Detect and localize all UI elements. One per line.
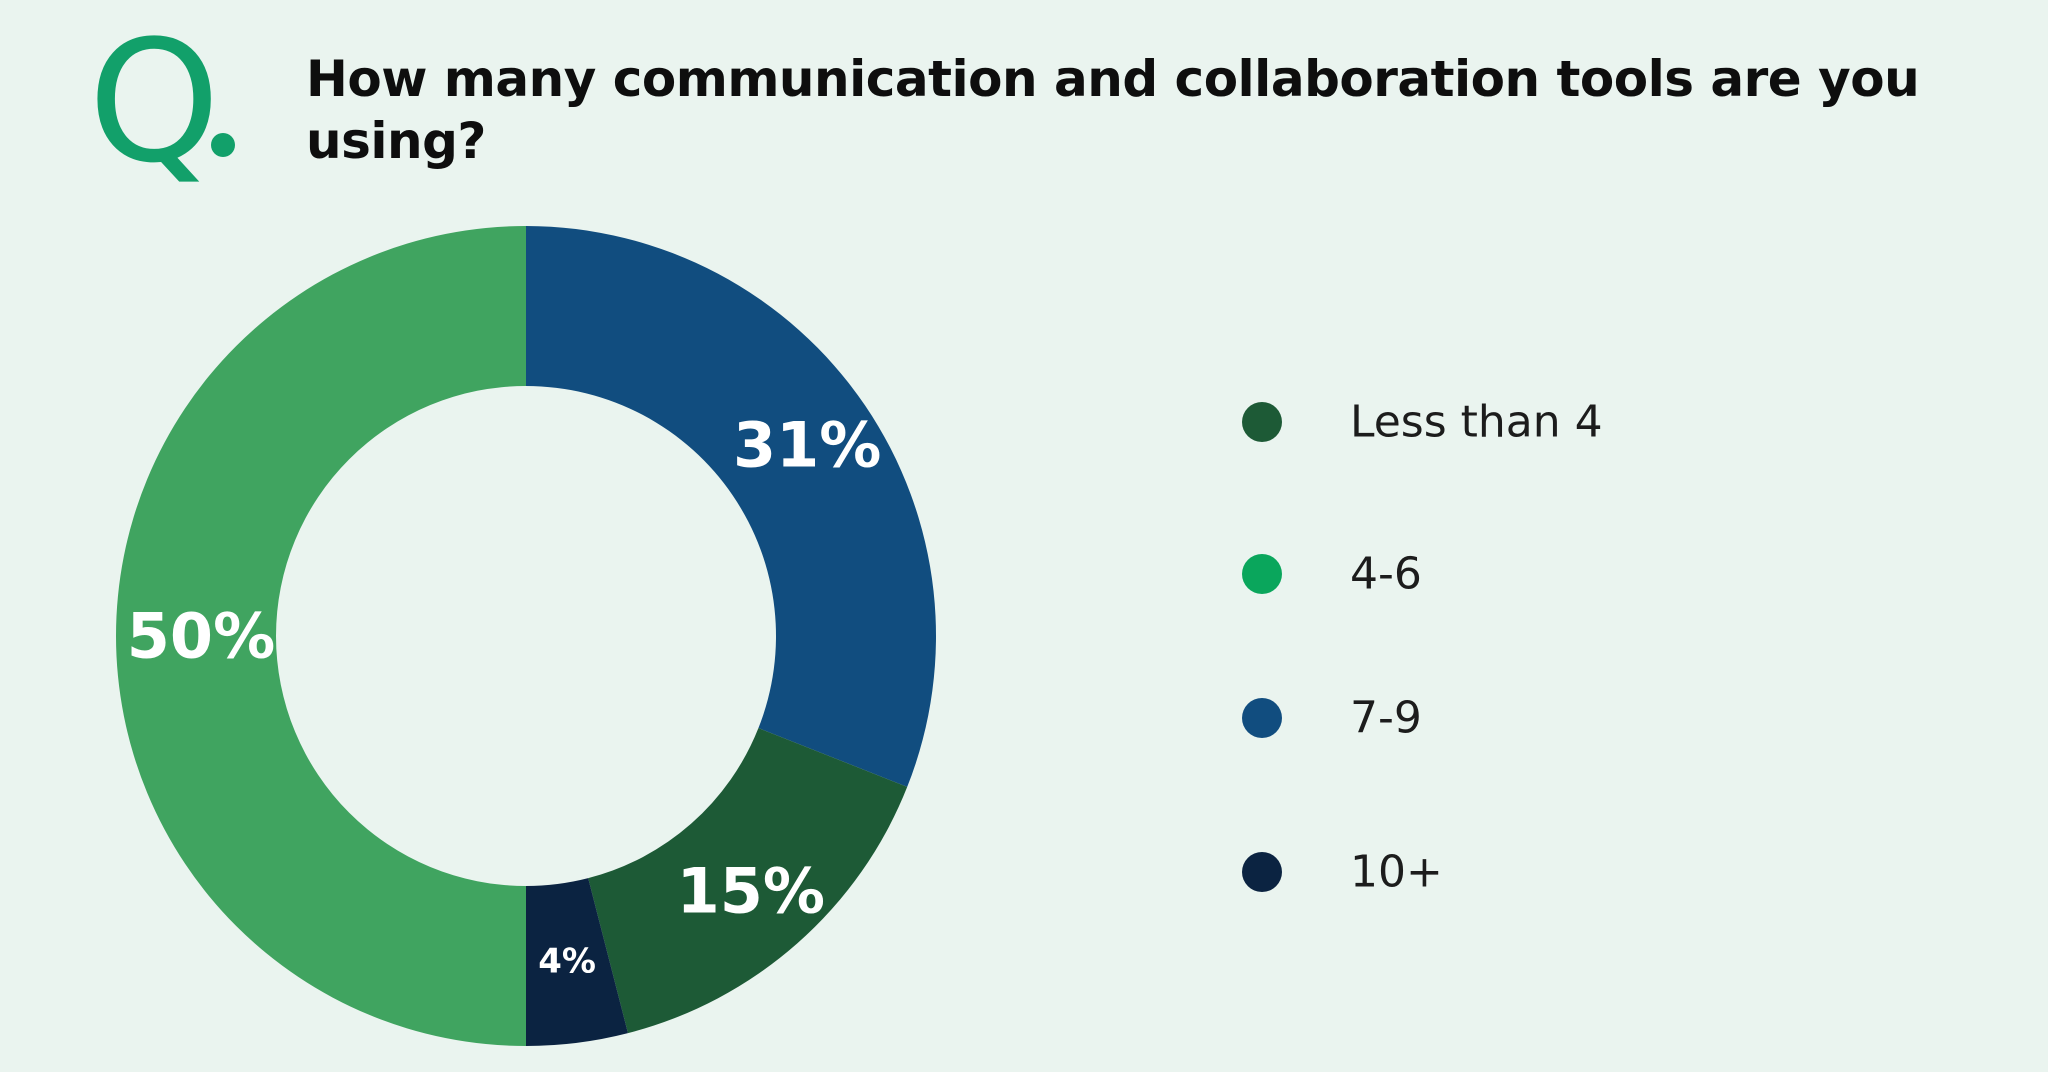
legend-swatch — [1242, 698, 1282, 738]
slice-label: 15% — [677, 855, 825, 928]
slice-7-9 — [526, 226, 937, 787]
legend-swatch — [1242, 402, 1282, 442]
slice-10 — [526, 878, 628, 1046]
legend-swatch — [1242, 554, 1282, 594]
legend-label: Less than 4 — [1350, 397, 1603, 448]
slice-less-than-4 — [588, 728, 908, 1034]
slice-label: 50% — [127, 600, 275, 673]
chart-title: How many communication and collaboration… — [306, 50, 1920, 170]
slice-label: 4% — [538, 941, 596, 981]
q-dot — [211, 133, 235, 157]
slice-label: 31% — [733, 408, 881, 481]
legend-swatch — [1242, 852, 1282, 892]
legend-label: 4-6 — [1350, 549, 1422, 600]
legend-label: 7-9 — [1350, 693, 1422, 744]
q-mark: Q — [88, 4, 220, 200]
slice-4-6 — [116, 226, 526, 1046]
legend-label: 10+ — [1350, 847, 1443, 898]
